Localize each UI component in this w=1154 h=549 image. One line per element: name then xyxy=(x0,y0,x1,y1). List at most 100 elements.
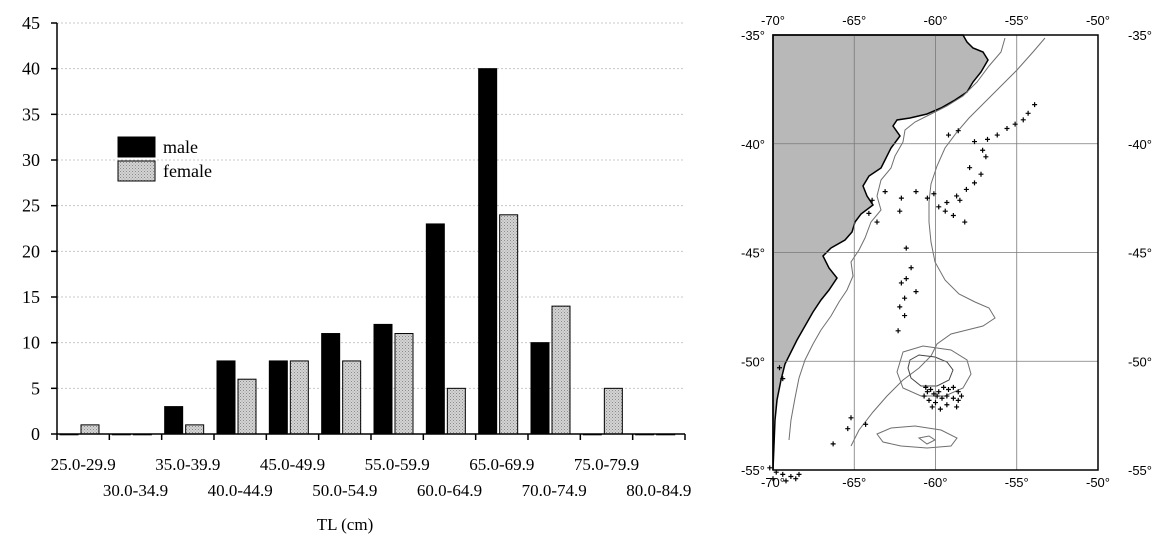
station-marker xyxy=(928,387,934,393)
station-marker xyxy=(980,147,986,153)
station-marker xyxy=(1004,126,1010,132)
station-marker xyxy=(924,389,930,395)
lon-label-bottom: -60° xyxy=(924,475,948,490)
station-marker xyxy=(946,132,951,138)
station-marker xyxy=(972,180,977,186)
station-marker xyxy=(1032,102,1038,108)
bar-female-25.0-29.9 xyxy=(80,424,100,435)
station-marker xyxy=(921,393,927,399)
x-tick-label: 35.0-39.9 xyxy=(155,455,220,474)
lat-label-left: -50° xyxy=(741,354,765,369)
station-marker xyxy=(848,415,854,421)
bar-male-65.0-69.9 xyxy=(478,68,498,435)
station-marker xyxy=(783,478,789,484)
y-tick-label: 5 xyxy=(31,378,40,398)
legend-swatch-male xyxy=(117,136,156,158)
gridlines xyxy=(57,22,685,389)
station-marker xyxy=(898,280,904,286)
lon-label-bottom: -50° xyxy=(1086,475,1110,490)
station-marker xyxy=(874,219,880,225)
station-marker xyxy=(959,393,964,399)
lat-label-right: -40° xyxy=(1128,137,1152,152)
station-marker xyxy=(926,397,932,403)
y-tick-label: 10 xyxy=(22,333,40,353)
lat-label-right: -50° xyxy=(1128,354,1152,369)
station-marker xyxy=(967,165,973,171)
bar-male-50.0-54.9 xyxy=(321,333,341,435)
station-marker xyxy=(942,208,948,214)
bar-male-70.0-74.9 xyxy=(530,342,550,435)
bar-female-35.0-39.9 xyxy=(185,424,205,435)
station-marker xyxy=(963,186,969,192)
station-marker xyxy=(793,476,799,482)
lon-label-bottom: -70° xyxy=(761,475,785,490)
bar-male-45.0-49.9 xyxy=(268,360,288,435)
station-marker xyxy=(955,389,961,395)
lat-label-right: -45° xyxy=(1128,246,1152,261)
x-tick-label: 50.0-54.9 xyxy=(312,481,377,500)
station-marker xyxy=(983,154,989,160)
lon-label-top: -55° xyxy=(1005,13,1029,28)
station-marker xyxy=(924,195,930,201)
station-marker xyxy=(1012,121,1018,127)
station-marker xyxy=(962,219,968,225)
lat-label-left: -35° xyxy=(741,28,765,43)
station-marker xyxy=(939,395,945,401)
y-tick-label: 40 xyxy=(22,59,40,79)
length-frequency-chart: 0 5 10 15 20 25 30 35 40 45 25.0-29.9 30.0-34.9 35.… xyxy=(22,13,691,534)
map-frame xyxy=(772,34,1099,471)
station-marker xyxy=(866,210,872,216)
burdwood-bank xyxy=(876,425,958,449)
legend-label-female: female xyxy=(163,161,212,181)
axes xyxy=(51,22,686,440)
station-marker xyxy=(903,276,909,282)
station-marker xyxy=(767,465,773,471)
lon-label-bottom: -65° xyxy=(842,475,866,490)
station-marker xyxy=(903,245,909,251)
station-marker xyxy=(944,199,950,205)
bar-female-55.0-59.9 xyxy=(394,333,414,435)
bar-male-40.0-44.9 xyxy=(216,360,236,435)
bar-female-70.0-74.9 xyxy=(551,305,571,435)
station-marker xyxy=(955,128,961,134)
station-marker xyxy=(902,313,908,319)
lat-label-left: -55° xyxy=(741,463,765,478)
station-marker xyxy=(994,132,1000,138)
x-tick-label: 80.0-84.9 xyxy=(626,481,691,500)
lat-label-right: -35° xyxy=(1128,28,1152,43)
station-marker xyxy=(934,393,940,399)
y-tick-label: 45 xyxy=(22,13,40,33)
map-coordinate-labels: -70° -70° -65° -65° -60° -60° -55° -55° -50° -50°… xyxy=(741,13,1152,490)
lat-label-left: -45° xyxy=(741,246,765,261)
station-marker xyxy=(954,404,960,410)
bar-male-55.0-59.9 xyxy=(373,323,393,435)
x-axis-title: TL (cm) xyxy=(317,515,373,534)
station-marker xyxy=(936,204,942,210)
station-marker xyxy=(845,426,851,432)
station-marker xyxy=(788,474,794,480)
lon-label-top: -60° xyxy=(924,13,948,28)
x-tick-label: 55.0-59.9 xyxy=(365,455,430,474)
station-marker xyxy=(929,404,935,410)
x-tick-label: 40.0-44.9 xyxy=(208,481,273,500)
station-marker xyxy=(913,189,919,195)
bar-female-45.0-49.9 xyxy=(289,360,309,435)
legend: male female xyxy=(117,136,212,182)
station-marker xyxy=(931,391,937,397)
station-marker xyxy=(950,395,956,401)
lon-label-top: -70° xyxy=(761,13,785,28)
station-marker xyxy=(957,197,963,203)
station-marker xyxy=(830,441,836,447)
falkland-isobath xyxy=(896,345,972,397)
bar-female-60.0-64.9 xyxy=(446,387,466,435)
lon-label-bottom: -55° xyxy=(1005,475,1029,490)
lon-label-top: -65° xyxy=(842,13,866,28)
x-tick-label: 45.0-49.9 xyxy=(260,455,325,474)
y-tick-label: 25 xyxy=(22,196,40,216)
station-marker xyxy=(978,171,984,177)
burdwood-bank-inner xyxy=(917,435,936,445)
bar-male-60.0-64.9 xyxy=(425,223,445,435)
station-marker xyxy=(869,197,875,203)
station-marker xyxy=(950,384,956,390)
station-marker xyxy=(863,421,869,427)
